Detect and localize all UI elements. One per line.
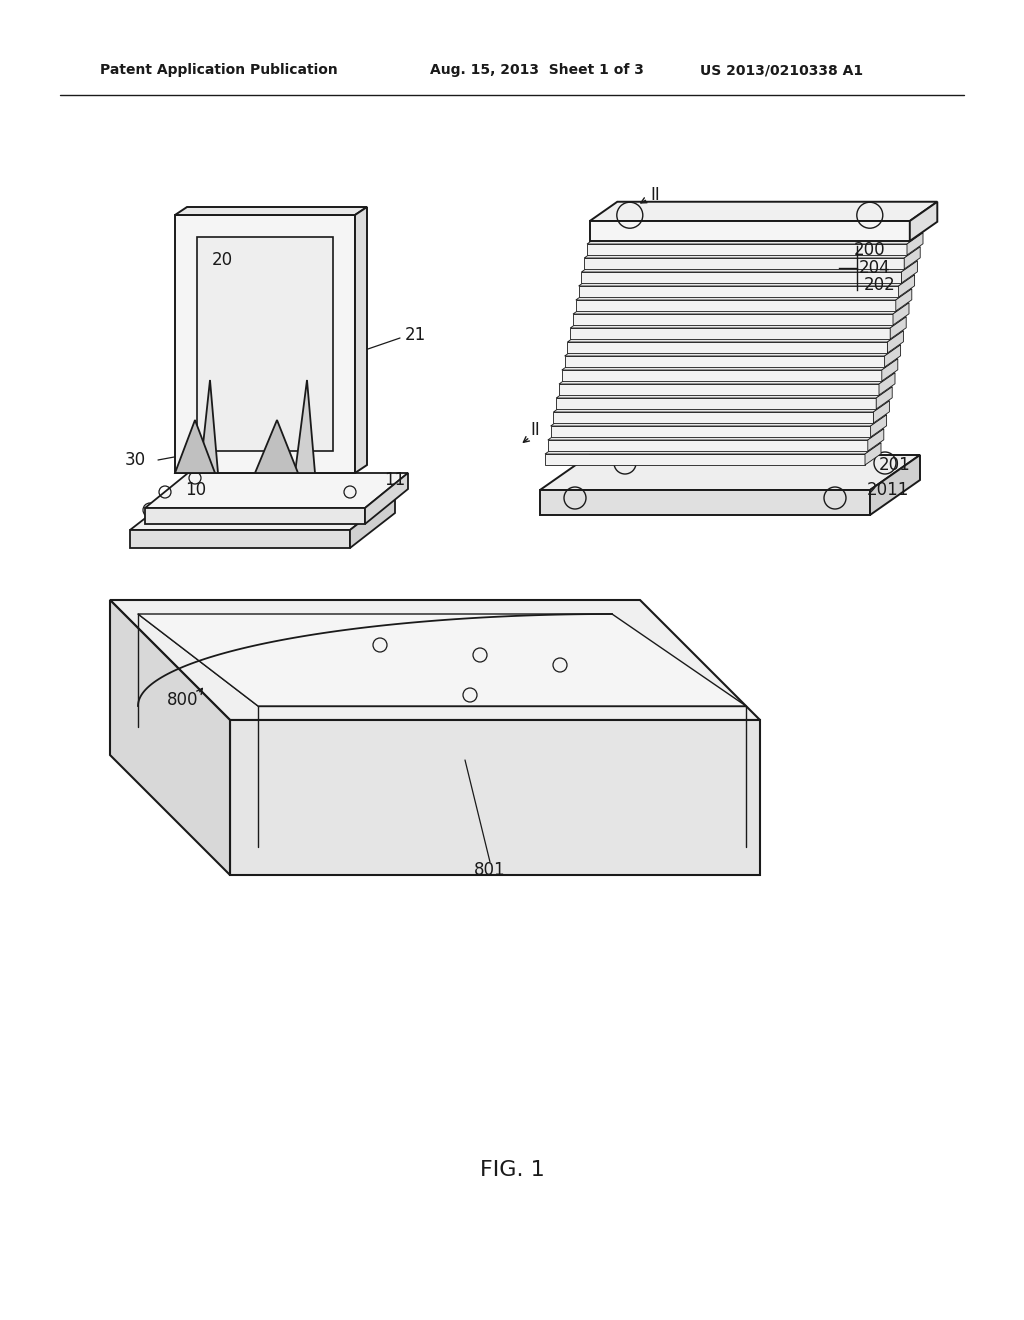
Polygon shape	[130, 495, 395, 531]
Polygon shape	[545, 454, 865, 465]
Polygon shape	[573, 314, 893, 325]
Polygon shape	[110, 601, 230, 875]
Polygon shape	[870, 414, 887, 437]
Text: 10: 10	[185, 480, 207, 499]
Polygon shape	[553, 401, 890, 412]
Polygon shape	[873, 401, 890, 422]
Polygon shape	[865, 442, 881, 465]
Polygon shape	[567, 342, 888, 352]
Polygon shape	[553, 412, 873, 422]
Polygon shape	[896, 289, 911, 312]
Polygon shape	[893, 302, 909, 325]
Polygon shape	[579, 286, 899, 297]
Polygon shape	[559, 372, 895, 384]
Polygon shape	[130, 531, 350, 548]
Polygon shape	[570, 317, 906, 327]
Polygon shape	[585, 247, 921, 257]
Polygon shape	[556, 399, 877, 409]
Polygon shape	[575, 300, 896, 312]
Polygon shape	[548, 429, 884, 440]
Polygon shape	[899, 275, 914, 297]
Text: 800: 800	[167, 690, 199, 709]
Polygon shape	[365, 473, 408, 524]
Polygon shape	[564, 356, 885, 367]
Polygon shape	[145, 508, 365, 524]
Polygon shape	[888, 331, 903, 352]
Polygon shape	[175, 420, 215, 473]
Polygon shape	[582, 272, 901, 282]
Polygon shape	[562, 370, 882, 381]
Polygon shape	[585, 257, 904, 269]
Polygon shape	[540, 455, 920, 490]
Text: FIG. 1: FIG. 1	[479, 1160, 545, 1180]
Polygon shape	[548, 440, 867, 451]
Text: 20: 20	[211, 251, 232, 269]
Polygon shape	[175, 215, 355, 473]
Polygon shape	[230, 719, 760, 875]
Text: Patent Application Publication: Patent Application Publication	[100, 63, 338, 77]
Polygon shape	[907, 232, 923, 255]
Text: 200: 200	[854, 242, 886, 259]
Text: II: II	[530, 421, 540, 440]
Polygon shape	[350, 495, 395, 548]
Text: 201: 201	[880, 455, 911, 474]
Text: II: II	[650, 186, 659, 205]
Polygon shape	[573, 302, 909, 314]
Polygon shape	[579, 275, 914, 286]
Polygon shape	[575, 289, 911, 300]
Polygon shape	[570, 327, 890, 339]
Polygon shape	[295, 380, 315, 473]
Polygon shape	[587, 244, 907, 255]
Polygon shape	[175, 207, 367, 215]
Polygon shape	[879, 372, 895, 395]
Polygon shape	[562, 359, 898, 370]
Polygon shape	[355, 207, 367, 473]
Text: 801: 801	[474, 861, 506, 879]
Text: 21: 21	[404, 326, 426, 345]
Polygon shape	[870, 455, 920, 515]
Polygon shape	[904, 247, 921, 269]
Text: US 2013/0210338 A1: US 2013/0210338 A1	[700, 63, 863, 77]
Polygon shape	[890, 317, 906, 339]
Polygon shape	[540, 490, 870, 515]
Polygon shape	[882, 359, 898, 381]
Polygon shape	[582, 261, 918, 272]
Polygon shape	[551, 414, 887, 426]
Polygon shape	[590, 220, 909, 242]
Polygon shape	[885, 345, 900, 367]
Text: 30: 30	[125, 451, 145, 469]
Polygon shape	[255, 420, 298, 473]
Polygon shape	[877, 387, 892, 409]
Polygon shape	[901, 261, 918, 282]
Text: Aug. 15, 2013  Sheet 1 of 3: Aug. 15, 2013 Sheet 1 of 3	[430, 63, 644, 77]
Polygon shape	[110, 601, 760, 719]
Polygon shape	[145, 473, 408, 508]
Text: 204: 204	[859, 259, 891, 277]
Polygon shape	[587, 232, 923, 244]
Polygon shape	[559, 384, 879, 395]
Polygon shape	[138, 614, 746, 706]
Polygon shape	[197, 238, 333, 451]
Polygon shape	[567, 331, 903, 342]
Polygon shape	[590, 202, 937, 220]
Polygon shape	[564, 345, 900, 356]
Polygon shape	[867, 429, 884, 451]
Text: 2011: 2011	[866, 480, 909, 499]
Text: 202: 202	[864, 276, 896, 294]
Polygon shape	[556, 387, 892, 399]
Polygon shape	[909, 202, 937, 242]
Text: 11: 11	[384, 471, 406, 488]
Polygon shape	[545, 442, 881, 454]
Polygon shape	[200, 380, 218, 473]
Polygon shape	[551, 426, 870, 437]
